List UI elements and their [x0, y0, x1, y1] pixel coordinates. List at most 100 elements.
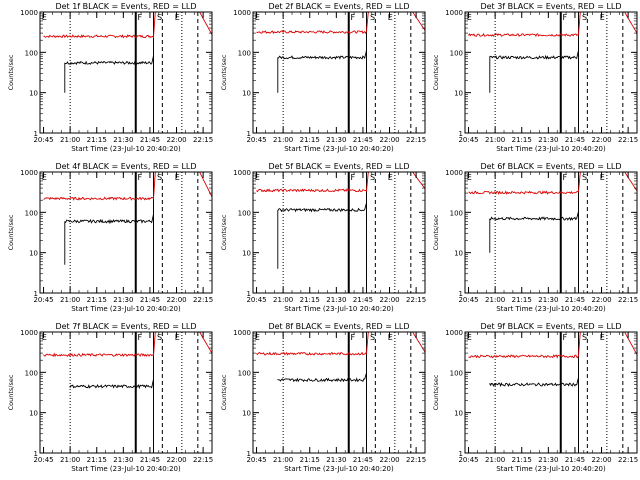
y-tick-label: 1	[247, 450, 251, 458]
y-axis-label: Counts/sec	[220, 54, 228, 90]
x-tick-label: 21:15	[87, 296, 107, 304]
series-lld-line	[468, 171, 638, 195]
panel-3: Det 3f BLACK = Events, RED = LLD Counts/s…	[432, 2, 638, 153]
panel-2: Det 2f BLACK = Events, RED = LLD Counts/s…	[220, 2, 426, 153]
x-axis-label: Start Time (23-Jul-10 20:40:20)	[71, 305, 181, 313]
x-tick-label: 21:00	[273, 296, 293, 304]
marker-label: E	[467, 173, 472, 182]
y-axis-label: Counts/sec	[7, 374, 15, 410]
x-axis-label: Start Time (23-Jul-10 20:40:20)	[496, 465, 606, 473]
x-tick-label: 21:00	[60, 136, 80, 144]
panel-title: Det 2f BLACK = Events, RED = LLD	[268, 2, 409, 11]
x-axis-label: Start Time (23-Jul-10 20:40:20)	[71, 145, 181, 153]
x-tick-label: 22:15	[618, 136, 638, 144]
marker-label: F	[351, 13, 356, 22]
x-axis-label: Start Time (23-Jul-10 20:40:20)	[284, 145, 394, 153]
y-tick-label: 100	[25, 369, 38, 377]
x-tick-label: 21:00	[485, 296, 505, 304]
x-tick-label: 22:00	[166, 456, 186, 464]
x-tick-label: 20:45	[458, 296, 478, 304]
y-tick-label: 10	[242, 250, 251, 258]
x-tick-label: 21:30	[326, 136, 346, 144]
marker-label: S	[157, 13, 162, 22]
x-tick-label: 20:45	[33, 456, 53, 464]
marker-label: S	[157, 173, 162, 182]
x-tick-label: 21:45	[565, 136, 585, 144]
marker-label: E	[600, 333, 605, 342]
x-tick-label: 21:15	[512, 136, 532, 144]
x-tick-label: 21:45	[353, 296, 373, 304]
marker-label: E	[467, 333, 472, 342]
x-tick-label: 21:15	[512, 456, 532, 464]
y-tick-label: 10	[242, 410, 251, 418]
x-tick-label: 21:30	[538, 136, 558, 144]
y-tick-label: 1	[34, 290, 38, 298]
marker-label: F	[563, 333, 568, 342]
panel-1: Det 1f BLACK = Events, RED = LLD Counts/s…	[7, 2, 213, 153]
plot-frame	[252, 171, 426, 294]
series-events-line	[277, 372, 367, 396]
panel-9: Det 9f BLACK = Events, RED = LLD Counts/s…	[432, 322, 638, 473]
x-tick-label: 22:00	[166, 296, 186, 304]
panel-5: Det 5f BLACK = Events, RED = LLD Counts/s…	[220, 162, 426, 313]
y-tick-label: 100	[450, 369, 463, 377]
y-tick-label: 100	[25, 209, 38, 217]
marker-label: S	[157, 333, 162, 342]
series-events-line	[489, 377, 579, 401]
y-tick-label: 1000	[20, 329, 38, 337]
x-tick-label: 21:00	[273, 136, 293, 144]
y-tick-label: 10	[29, 410, 38, 418]
x-tick-label: 21:15	[87, 136, 107, 144]
panel-title: Det 3f BLACK = Events, RED = LLD	[480, 2, 621, 11]
x-tick-label: 20:45	[33, 296, 53, 304]
series-lld-line	[256, 331, 426, 356]
y-tick-label: 1000	[20, 9, 38, 17]
y-tick-label: 10	[242, 90, 251, 98]
series-lld-line	[468, 11, 638, 38]
y-axis-label: Counts/sec	[432, 54, 440, 90]
x-axis-label: Start Time (23-Jul-10 20:40:20)	[284, 305, 394, 313]
x-tick-label: 21:00	[60, 296, 80, 304]
panel-8: Det 8f BLACK = Events, RED = LLD Counts/s…	[220, 322, 426, 473]
marker-label: F	[138, 13, 143, 22]
x-axis-label: Start Time (23-Jul-10 20:40:20)	[496, 145, 606, 153]
panel-6: Det 6f BLACK = Events, RED = LLD Counts/s…	[432, 162, 638, 313]
x-tick-label: 21:15	[512, 296, 532, 304]
y-tick-label: 1	[34, 130, 38, 138]
marker-label: E	[42, 333, 47, 342]
marker-label: E	[255, 173, 260, 182]
marker-label: E	[600, 173, 605, 182]
x-tick-label: 21:45	[140, 136, 160, 144]
y-axis-label: Counts/sec	[432, 374, 440, 410]
marker-label: S	[582, 13, 587, 22]
y-tick-label: 100	[238, 209, 251, 217]
x-tick-label: 22:15	[406, 296, 426, 304]
y-tick-label: 1000	[233, 169, 251, 177]
x-tick-label: 22:15	[406, 456, 426, 464]
y-tick-label: 10	[454, 250, 463, 258]
x-tick-label: 21:45	[140, 296, 160, 304]
marker-label: E	[175, 173, 180, 182]
plot-frame	[464, 11, 638, 134]
x-tick-label: 20:45	[458, 456, 478, 464]
x-tick-label: 21:15	[300, 456, 320, 464]
y-axis-label: Counts/sec	[7, 54, 15, 90]
plot-frame	[39, 11, 213, 134]
x-tick-label: 21:30	[538, 456, 558, 464]
x-tick-label: 21:30	[113, 456, 133, 464]
x-tick-label: 20:45	[33, 136, 53, 144]
y-tick-label: 1	[247, 290, 251, 298]
y-tick-label: 10	[29, 90, 38, 98]
marker-label: F	[351, 333, 356, 342]
series-events-line	[69, 379, 154, 403]
panel-4: Det 4f BLACK = Events, RED = LLD Counts/s…	[7, 162, 213, 313]
x-tick-label: 21:30	[113, 136, 133, 144]
series-events-line	[277, 50, 367, 93]
series-events-line	[64, 214, 154, 265]
marker-label: S	[370, 333, 375, 342]
y-tick-label: 100	[450, 209, 463, 217]
x-tick-label: 21:15	[300, 296, 320, 304]
panel-title: Det 6f BLACK = Events, RED = LLD	[480, 162, 621, 171]
y-tick-label: 1	[459, 130, 463, 138]
marker-label: S	[582, 333, 587, 342]
